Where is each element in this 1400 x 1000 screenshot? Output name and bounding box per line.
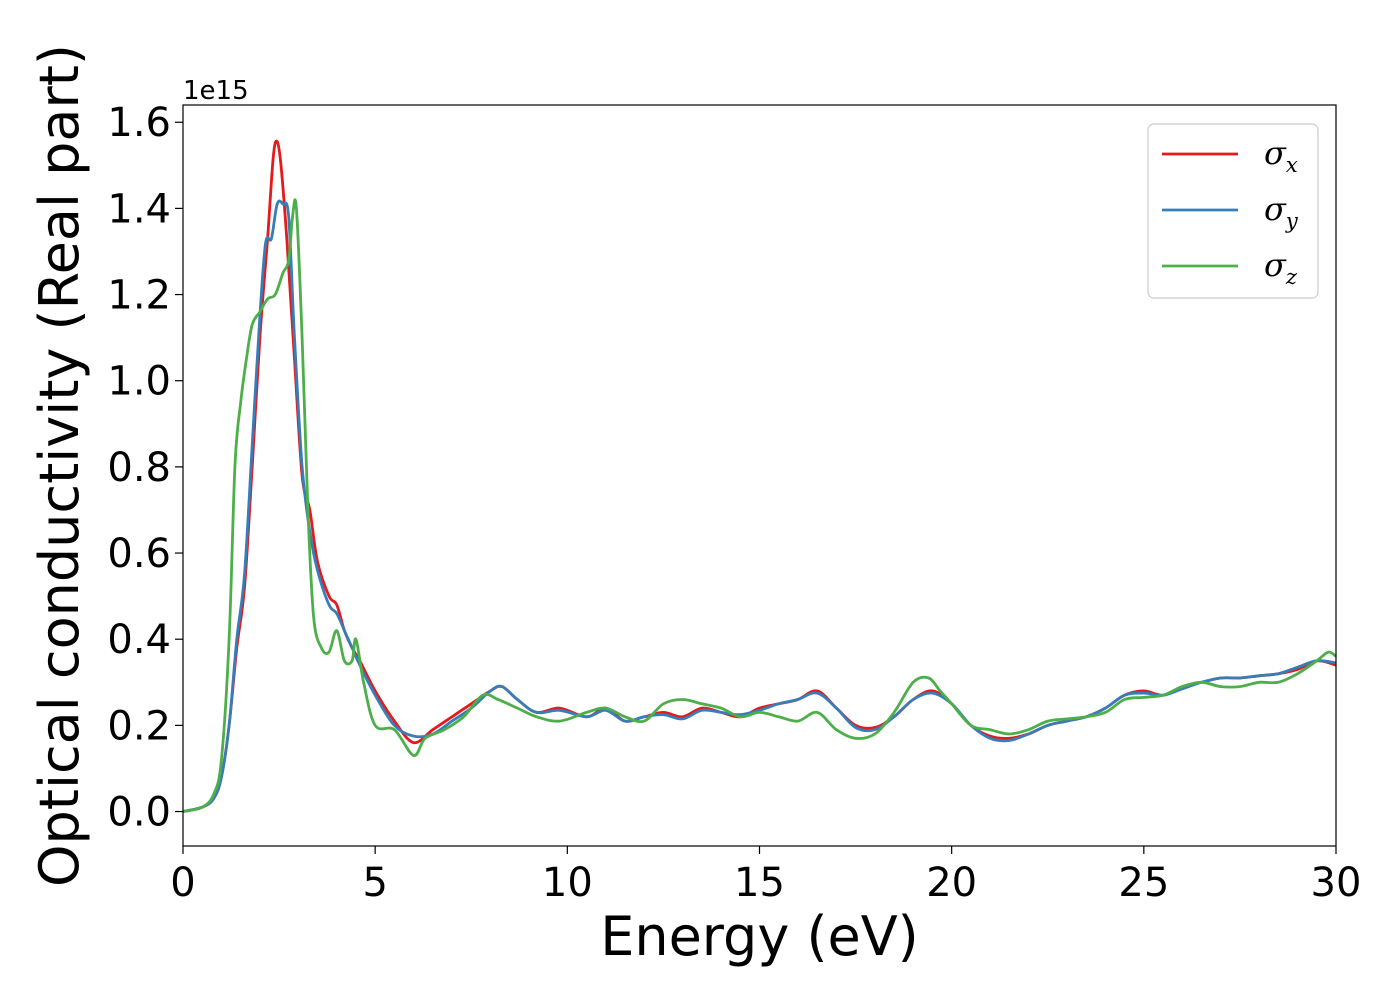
y-tick-label: 0.8 xyxy=(107,445,171,491)
series-line-y xyxy=(183,199,1336,813)
x-tick-label: 30 xyxy=(1311,860,1362,906)
x-tick-label: 10 xyxy=(542,860,593,906)
y-axis-label: Optical conductivity (Real part) xyxy=(28,44,91,887)
x-axis-label: Energy (eV) xyxy=(600,905,919,968)
x-tick-label: 25 xyxy=(1118,860,1169,906)
y-offset-text: 1e15 xyxy=(183,76,249,106)
y-tick-label: 0.4 xyxy=(107,617,171,663)
y-axis: 0.0 0.2 0.4 0.6 0.8 1.0 1.2 1.4 1.6 xyxy=(107,100,183,836)
legend-label-z: σz xyxy=(1264,246,1298,289)
legend: σx σy σz xyxy=(1147,123,1319,299)
series-line-z xyxy=(183,198,1336,813)
plot-lines xyxy=(183,139,1336,813)
y-tick-label: 1.0 xyxy=(107,359,171,405)
legend-label-y: σy xyxy=(1264,190,1299,233)
x-tick-label: 5 xyxy=(362,860,387,906)
x-tick-label: 20 xyxy=(926,860,977,906)
y-tick-label: 0.2 xyxy=(107,703,171,749)
y-tick-label: 0.6 xyxy=(107,531,171,577)
y-tick-label: 1.6 xyxy=(107,100,171,146)
y-tick-label: 1.4 xyxy=(107,186,171,232)
x-axis: 0 5 10 15 20 25 30 xyxy=(170,846,1361,906)
legend-label-x: σx xyxy=(1264,134,1298,177)
y-tick-label: 0.0 xyxy=(107,790,171,836)
x-tick-label: 0 xyxy=(170,860,195,906)
x-tick-label: 15 xyxy=(734,860,785,906)
y-tick-label: 1.2 xyxy=(107,273,171,319)
